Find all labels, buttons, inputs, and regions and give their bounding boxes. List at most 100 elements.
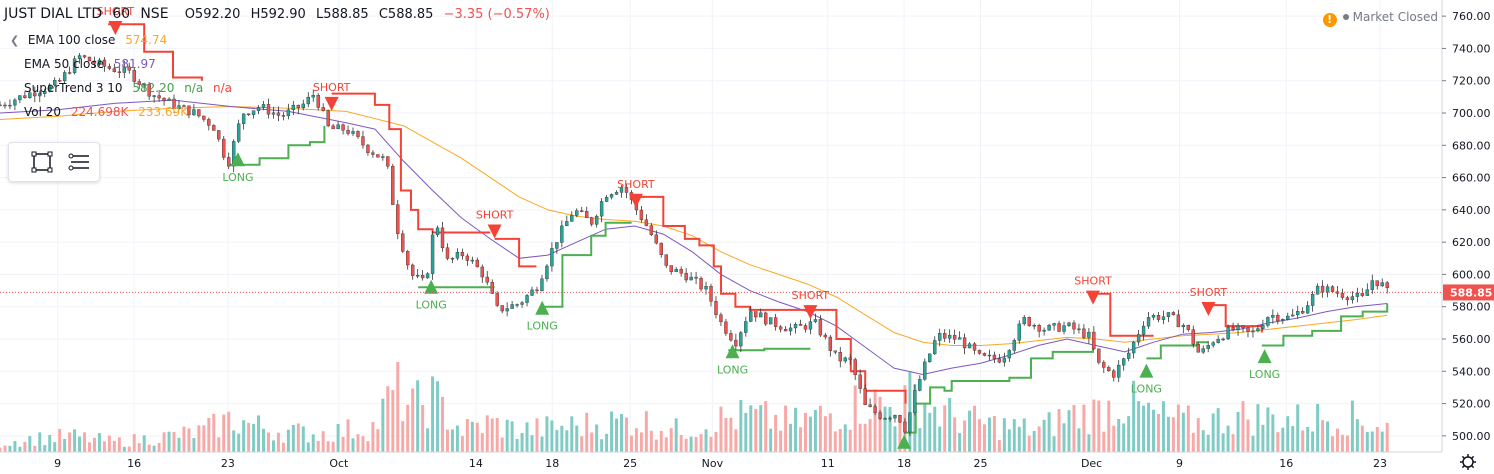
volume-bar bbox=[948, 397, 952, 452]
candle-body bbox=[505, 308, 509, 312]
volume-bar bbox=[629, 435, 633, 452]
candle-body bbox=[43, 91, 47, 94]
candle-body bbox=[13, 99, 17, 106]
legend-name: SuperTrend 3 10 bbox=[24, 81, 123, 95]
candle-body bbox=[410, 264, 415, 276]
candle-body bbox=[614, 192, 619, 195]
candle-body bbox=[1266, 317, 1270, 326]
volume-bar bbox=[530, 435, 534, 452]
candle-body bbox=[565, 221, 569, 227]
candle-body bbox=[555, 242, 559, 249]
interval[interactable]: 60 bbox=[112, 6, 131, 22]
candle bbox=[1092, 326, 1096, 351]
candle bbox=[331, 123, 335, 130]
settings-gear-icon[interactable] bbox=[1460, 454, 1476, 470]
candle bbox=[192, 104, 196, 116]
candle-body bbox=[1300, 310, 1305, 314]
candle bbox=[1286, 312, 1290, 321]
legend-ema100[interactable]: ❮ EMA 100 close 574.74 bbox=[10, 33, 167, 47]
volume-bar bbox=[958, 433, 962, 452]
candle bbox=[684, 268, 688, 283]
market-status[interactable]: ! Market Closed bbox=[1322, 10, 1438, 27]
warning-icon[interactable]: ! bbox=[1322, 13, 1337, 27]
candle-body bbox=[853, 359, 857, 376]
time-tick-label: 23 bbox=[1373, 457, 1387, 470]
volume-bar bbox=[1117, 419, 1121, 452]
candle bbox=[202, 115, 206, 122]
candle-body bbox=[366, 144, 370, 153]
volume-bar bbox=[525, 422, 529, 452]
candle bbox=[589, 216, 594, 227]
candle-body bbox=[251, 110, 256, 115]
settings-lines-icon[interactable] bbox=[67, 149, 93, 175]
legend-ema50[interactable]: EMA 50 close 581.97 bbox=[24, 57, 156, 71]
volume-bar bbox=[1181, 412, 1185, 452]
volume-bar bbox=[112, 440, 116, 452]
candle-body bbox=[1097, 348, 1101, 363]
short-arrow-icon bbox=[803, 305, 818, 320]
candle bbox=[1211, 341, 1215, 348]
candle-body bbox=[1042, 329, 1046, 332]
volume-bar bbox=[992, 415, 996, 452]
candle-body bbox=[913, 390, 917, 413]
collapse-legend-icon[interactable]: ❮ bbox=[10, 34, 20, 47]
supertrend-short-line bbox=[1208, 304, 1263, 333]
volume-bar bbox=[560, 425, 564, 452]
candle-body bbox=[1037, 325, 1041, 332]
candle-body bbox=[1281, 319, 1285, 322]
volume-bar bbox=[286, 429, 290, 452]
supertrend-long-line bbox=[540, 221, 632, 308]
candle bbox=[1102, 360, 1106, 373]
candle bbox=[1097, 348, 1101, 365]
volume-bar bbox=[356, 434, 360, 452]
candle bbox=[604, 194, 609, 203]
candle-body bbox=[803, 325, 808, 330]
candle bbox=[1370, 274, 1374, 294]
volume-bar bbox=[649, 430, 653, 452]
volume-bar bbox=[33, 445, 37, 452]
candle bbox=[182, 104, 186, 107]
candle bbox=[1082, 324, 1086, 340]
supertrend-long-line bbox=[728, 347, 811, 352]
candle bbox=[28, 89, 32, 99]
candle-body bbox=[77, 55, 82, 59]
candle bbox=[1310, 291, 1315, 312]
volume-bar bbox=[570, 416, 574, 452]
candle bbox=[773, 313, 778, 331]
volume-bar bbox=[411, 388, 415, 452]
candle-body bbox=[460, 251, 465, 257]
candle bbox=[455, 248, 460, 261]
candle-body bbox=[1166, 312, 1171, 317]
volume-bar bbox=[689, 436, 693, 452]
volume-bar bbox=[565, 430, 569, 452]
candle-body bbox=[28, 92, 32, 98]
rectangle-tool-icon[interactable] bbox=[29, 149, 55, 175]
volume-bar bbox=[515, 438, 519, 452]
candle-body bbox=[704, 286, 708, 290]
volume-bar bbox=[784, 405, 788, 452]
candle bbox=[923, 358, 927, 381]
candle bbox=[236, 119, 241, 144]
candle bbox=[57, 78, 62, 82]
candle bbox=[1077, 323, 1081, 334]
candle bbox=[1281, 318, 1285, 324]
candle bbox=[903, 418, 907, 435]
candle bbox=[1355, 287, 1360, 303]
candle bbox=[122, 60, 126, 79]
candle-body bbox=[654, 234, 658, 244]
candle bbox=[102, 57, 107, 72]
volume-bar bbox=[639, 432, 643, 452]
candle-body bbox=[256, 107, 261, 111]
legend-supertrend[interactable]: SuperTrend 3 10 582.20 n/a n/a bbox=[24, 81, 232, 95]
legend-volume[interactable]: Vol 20 224.698K 233.69K bbox=[24, 105, 188, 119]
candle bbox=[530, 286, 534, 297]
candle bbox=[286, 103, 291, 120]
candle-body bbox=[187, 105, 191, 116]
supertrend-short-line bbox=[810, 308, 907, 404]
candle bbox=[1305, 301, 1310, 314]
candle-body bbox=[898, 415, 902, 423]
symbol-name[interactable]: JUST DIAL LTD bbox=[4, 6, 103, 22]
candle bbox=[555, 242, 559, 254]
